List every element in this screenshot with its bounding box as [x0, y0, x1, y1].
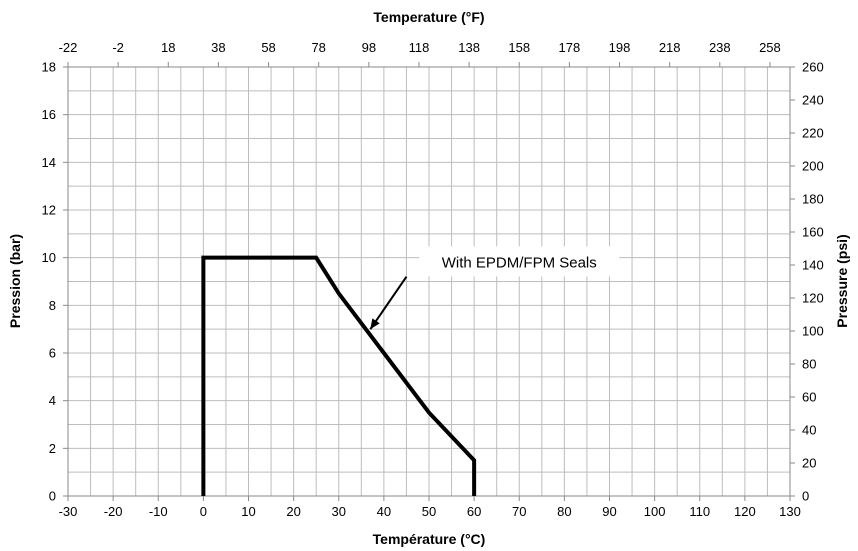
y-tick-label: 10: [42, 250, 56, 265]
annotation-arrow-line: [369, 276, 408, 330]
x-tick-label: 130: [779, 504, 801, 519]
y2-tick-label: 160: [802, 225, 824, 240]
x-tick-label: 110: [689, 504, 710, 519]
y-tick-label: 14: [42, 155, 56, 170]
x2-axis-ticks: -22 -2 18 38 58 78 98 118 138 158 178 198 218 238 258: [59, 40, 781, 67]
x-tick-label: 40: [377, 504, 391, 519]
y-axis-ticks: 0 2 4 6 8 10 12 14 16 18: [42, 60, 68, 504]
x2-tick-label: 258: [759, 40, 781, 55]
annotation-label: With EPDM/FPM Seals: [442, 254, 597, 271]
y-tick-label: 12: [42, 203, 56, 218]
x2-tick-label: -22: [59, 40, 78, 55]
y-tick-label: 0: [49, 489, 56, 504]
x-tick-label: 90: [602, 504, 616, 519]
x-tick-label: 100: [644, 504, 666, 519]
x2-tick-label: 78: [311, 40, 325, 55]
y-tick-label: 16: [42, 107, 56, 122]
y2-tick-label: 260: [802, 60, 824, 75]
x2-axis-title: Temperature (°F): [373, 9, 484, 25]
x2-tick-label: 218: [659, 40, 681, 55]
x-tick-label: 20: [286, 504, 300, 519]
y2-axis-ticks: 0 20 40 60 80 100 120 140 160 180 200 220 240 260: [790, 60, 824, 504]
x2-tick-label: 138: [458, 40, 480, 55]
y2-tick-label: 40: [802, 423, 816, 438]
y2-tick-label: 80: [802, 357, 816, 372]
y2-tick-label: 180: [802, 192, 824, 207]
y2-tick-label: 20: [802, 456, 816, 471]
x2-tick-label: 178: [559, 40, 581, 55]
y2-tick-label: 120: [802, 291, 824, 306]
y2-tick-label: 0: [802, 489, 809, 504]
x2-tick-label: 38: [211, 40, 225, 55]
chart-grid: [67, 66, 791, 497]
series-layer: [201, 255, 477, 496]
x-tick-label: 60: [467, 504, 481, 519]
x-axis-ticks: -30 -20 -10 0 10 20 30 40 50 60 70 80 90 100 110 120 130: [59, 496, 801, 519]
y2-tick-label: 60: [802, 390, 816, 405]
x2-tick-label: 198: [609, 40, 631, 55]
y2-tick-label: 240: [802, 93, 824, 108]
x2-tick-label: 18: [161, 40, 175, 55]
x-tick-label: -30: [59, 504, 78, 519]
x2-tick-label: 238: [709, 40, 731, 55]
annotation-arrowhead: [370, 318, 380, 330]
x-tick-label: 0: [200, 504, 207, 519]
x-tick-label: -10: [149, 504, 168, 519]
y2-axis-title: Pressure (psi): [834, 234, 850, 327]
x2-tick-label: -2: [112, 40, 124, 55]
y-tick-label: 6: [49, 346, 56, 361]
x2-tick-label: 118: [409, 40, 430, 55]
y2-tick-label: 140: [802, 258, 824, 273]
x-tick-label: 70: [512, 504, 526, 519]
x-tick-label: 30: [332, 504, 346, 519]
y2-tick-label: 200: [802, 159, 824, 174]
y2-tick-label: 220: [802, 126, 824, 141]
x-tick-label: 50: [422, 504, 436, 519]
y-tick-label: 2: [49, 441, 56, 456]
y-tick-label: 4: [49, 393, 56, 408]
y-tick-label: 18: [42, 60, 56, 75]
y-tick-label: 8: [49, 298, 56, 313]
x-tick-label: 120: [734, 504, 756, 519]
x2-tick-label: 158: [508, 40, 530, 55]
x-tick-label: 80: [557, 504, 571, 519]
x2-tick-label: 98: [362, 40, 376, 55]
series-line: [201, 255, 477, 496]
x-tick-label: -20: [104, 504, 123, 519]
y2-tick-label: 100: [802, 324, 824, 339]
x-axis-title: Température (°C): [373, 531, 486, 547]
annotation-box: [419, 246, 620, 277]
annotation-layer: With EPDM/FPM Seals: [369, 246, 620, 330]
x2-tick-label: 58: [261, 40, 275, 55]
y-axis-title: Pression (bar): [7, 234, 23, 328]
x-tick-label: 10: [241, 504, 255, 519]
